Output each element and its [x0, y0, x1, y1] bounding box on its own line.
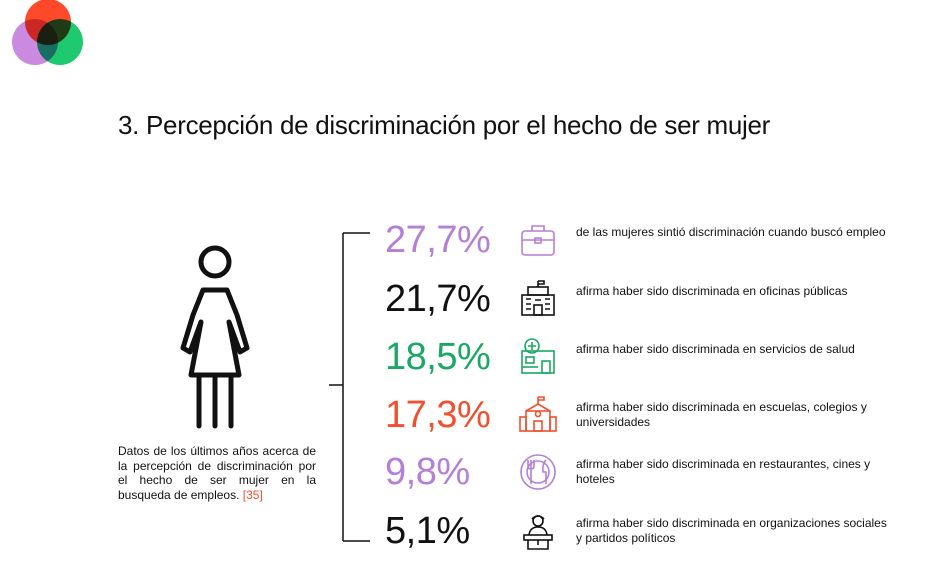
icon-shape	[533, 420, 543, 432]
row-text: de las mujeres sintió discriminación cua…	[576, 225, 886, 239]
row-icon	[523, 515, 553, 550]
icon-shape	[527, 286, 549, 296]
icon-shape	[525, 356, 535, 364]
row-text: afirma haber sido discriminada en servic…	[576, 342, 855, 356]
icon-shape	[531, 515, 545, 520]
stat: 21,7%	[385, 278, 491, 320]
title: 3. Percepción de discriminación por el h…	[118, 110, 771, 140]
logo	[12, 0, 83, 65]
row-icon	[521, 225, 555, 256]
icon-shape	[538, 280, 545, 285]
stat: 5,1%	[385, 510, 470, 552]
icon-shape	[521, 350, 555, 374]
icon-shape	[527, 540, 549, 550]
icon-shape	[527, 460, 535, 484]
row-text: afirma haber sido discriminada en restau…	[576, 457, 871, 486]
stat: 27,7%	[385, 219, 491, 261]
icon-shape	[520, 454, 556, 490]
row-icon	[520, 454, 556, 490]
row-text: afirma haber sido discriminada en organi…	[576, 516, 887, 545]
logo-circle	[37, 19, 83, 65]
icon-shape	[528, 526, 548, 536]
row-icon	[521, 338, 555, 374]
icon-shape	[533, 304, 543, 316]
row-text: afirma haber sido discriminada en oficin…	[576, 284, 848, 298]
bracket	[329, 232, 370, 542]
row-icon	[519, 396, 557, 432]
row-text: afirma haber sido discriminada en escuel…	[576, 400, 867, 429]
icon-shape	[534, 237, 542, 244]
icon-shape	[531, 225, 545, 231]
head	[198, 245, 232, 279]
icon-shape	[526, 298, 550, 310]
description-text: Datos de los últimos años acerca de la p…	[118, 444, 316, 502]
description: Datos de los últimos años acerca de la p…	[118, 444, 316, 502]
icon-shape	[541, 360, 551, 374]
icon-shape	[534, 410, 542, 418]
icon-shape	[519, 416, 527, 432]
icon-shape	[549, 416, 557, 432]
row-icon	[521, 280, 555, 316]
icon-shape	[526, 460, 550, 484]
stat: 17,3%	[385, 394, 491, 436]
icon-shape	[537, 396, 545, 404]
stat: 18,5%	[385, 336, 491, 378]
stat: 9,8%	[385, 451, 470, 493]
body	[180, 287, 250, 378]
reference: [35]	[242, 487, 263, 502]
icon-shape	[524, 338, 540, 354]
woman-icon	[180, 245, 250, 429]
icon-shape	[523, 534, 553, 541]
icon-shape	[525, 403, 551, 412]
icon-shape	[528, 342, 536, 350]
icon-shape	[542, 459, 547, 484]
icon-shape	[521, 230, 555, 256]
